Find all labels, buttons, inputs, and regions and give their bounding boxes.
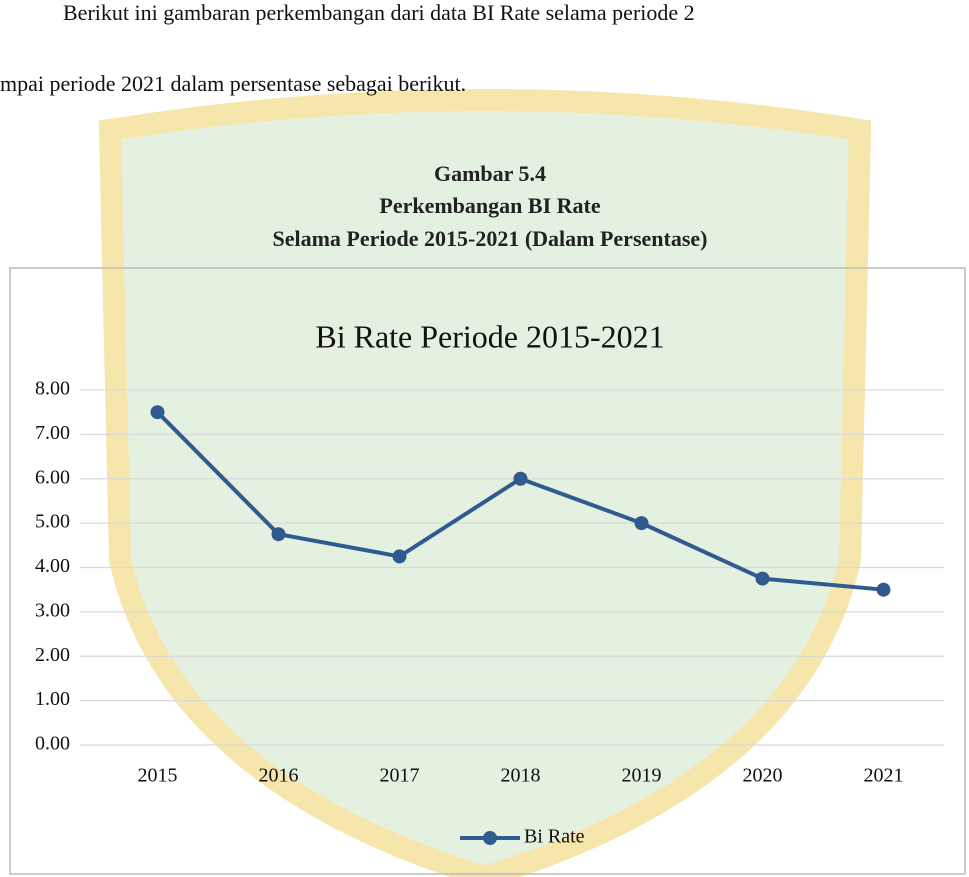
legend-label: Bi Rate: [524, 826, 585, 848]
x-tick-label: 2018: [501, 765, 541, 787]
page: Berikut ini gambaran perkembangan dari d…: [0, 0, 969, 877]
point: [635, 516, 649, 530]
paragraph-line: mpai periode 2021 dalam persentase sebag…: [0, 71, 466, 96]
point: [393, 549, 407, 563]
caption: Perkembangan BI Rate: [379, 193, 600, 218]
paragraph-line: Berikut ini gambaran perkembangan dari d…: [63, 0, 695, 25]
point: [151, 405, 165, 419]
caption: Gambar 5.4: [434, 161, 546, 186]
point: [272, 527, 286, 541]
x-tick-label: 2020: [743, 765, 783, 787]
y-tick-label: 7.00: [35, 422, 70, 444]
x-tick-label: 2017: [380, 765, 420, 787]
point: [877, 583, 891, 597]
x-tick-label: 2016: [259, 765, 299, 787]
y-tick-label: 3.00: [35, 599, 70, 621]
chart-title: Bi Rate Periode 2015-2021: [315, 318, 664, 354]
y-tick-label: 2.00: [35, 644, 70, 666]
y-tick-label: 1.00: [35, 688, 70, 710]
y-tick-label: 5.00: [35, 511, 70, 533]
y-tick-label: 6.00: [35, 466, 70, 488]
x-tick-label: 2019: [622, 765, 662, 787]
x-tick-label: 2021: [864, 765, 904, 787]
y-tick-label: 8.00: [35, 378, 70, 400]
legend-marker: [483, 831, 497, 845]
x-tick-label: 2015: [138, 765, 178, 787]
point: [514, 472, 528, 486]
caption: Selama Periode 2015-2021 (Dalam Persenta…: [272, 226, 707, 251]
y-tick-label: 0.00: [35, 733, 70, 755]
y-tick-label: 4.00: [35, 555, 70, 577]
point: [756, 572, 770, 586]
